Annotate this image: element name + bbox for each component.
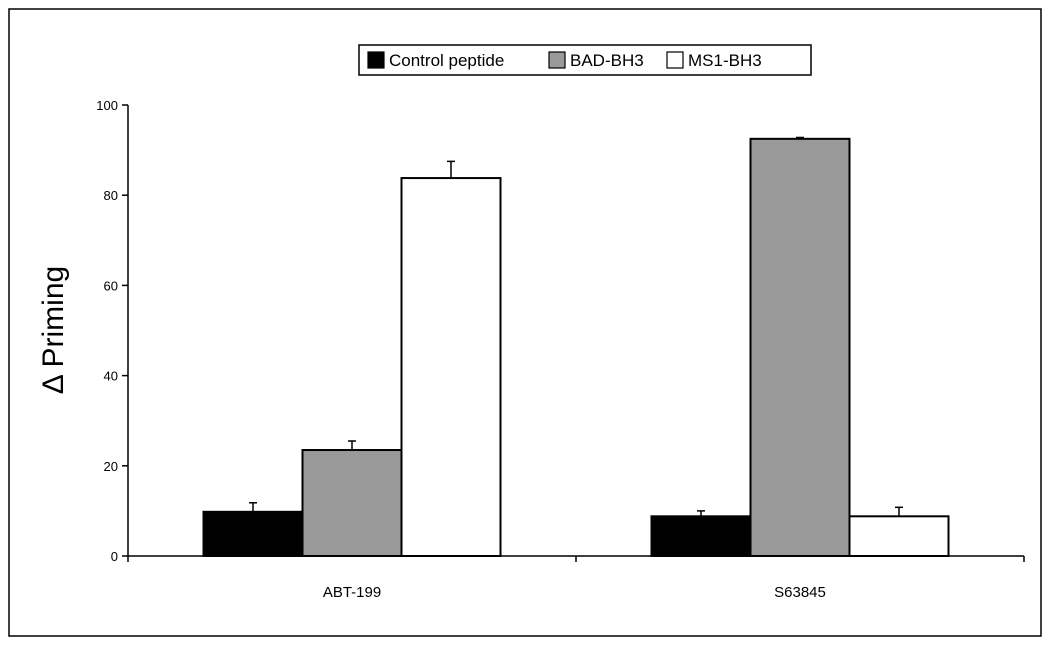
y-tick-label: 0 — [111, 549, 118, 564]
x-ticks: ABT-199 S63845 — [127, 556, 1025, 601]
legend-label-bad-bh3: BAD-BH3 — [570, 51, 644, 70]
y-tick-label: 100 — [96, 98, 118, 113]
legend-box — [358, 44, 812, 76]
legend-swatch-bad-bh3 — [548, 51, 566, 69]
legend-swatch-control-peptide — [367, 51, 385, 69]
y-tick-label: 20 — [104, 459, 118, 474]
bar — [400, 177, 502, 557]
legend: Control peptide BAD-BH3 MS1-BH3 — [358, 44, 812, 76]
x-tick-label: ABT-199 — [323, 584, 381, 601]
y-tick-label: 40 — [104, 369, 118, 384]
bars — [202, 137, 950, 558]
error-bars — [249, 136, 903, 517]
bar — [848, 515, 950, 558]
y-tick-label: 80 — [104, 188, 118, 203]
bar — [650, 515, 752, 558]
bar — [301, 449, 403, 558]
legend-label-control-peptide: Control peptide — [389, 51, 504, 70]
y-tick-label: 60 — [104, 278, 118, 293]
legend-label-ms1-bh3: MS1-BH3 — [688, 51, 762, 70]
y-axis-label: Δ Priming — [37, 266, 70, 394]
legend-swatch-ms1-bh3 — [666, 51, 684, 69]
x-tick-label: S63845 — [774, 584, 826, 601]
y-ticks: 0 20 40 60 80 100 — [96, 98, 128, 564]
bar — [202, 510, 304, 557]
bar — [749, 137, 851, 557]
